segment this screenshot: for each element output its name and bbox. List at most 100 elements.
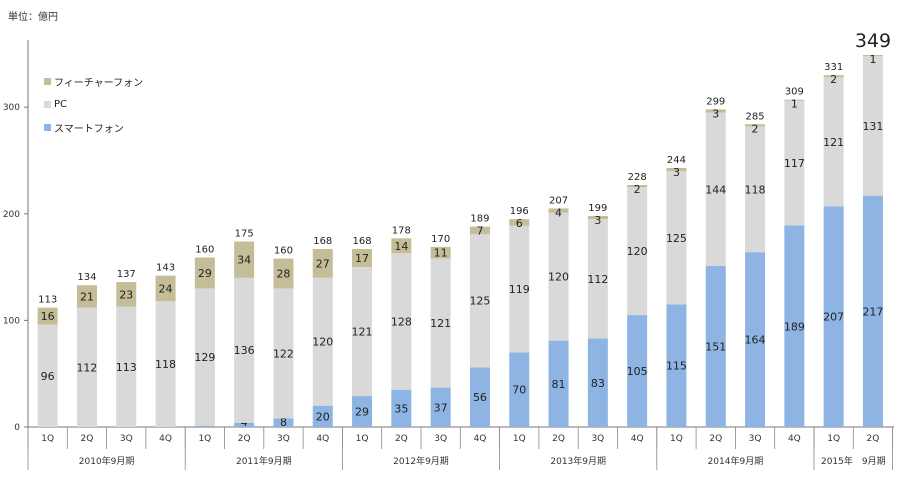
bar-smartphone-11 xyxy=(469,367,490,427)
data-label-feature-phone-3: 24 xyxy=(159,282,173,295)
data-label-smartphone-20: 207 xyxy=(823,311,844,324)
bar-feature-phone-16 xyxy=(666,167,687,172)
data-label-feature-phone-11: 7 xyxy=(476,225,483,238)
data-label-pc-12: 119 xyxy=(509,283,530,296)
bar-feature-phone-2 xyxy=(116,282,137,307)
total-label-1: 134 xyxy=(77,272,96,283)
data-label-smartphone-21: 217 xyxy=(862,305,883,318)
bar-pc-11 xyxy=(469,234,490,368)
x-tick-label-21: 2Q xyxy=(867,434,880,444)
bar-pc-21 xyxy=(862,56,883,196)
bar-pc-1 xyxy=(76,307,97,427)
bar-feature-phone-1 xyxy=(76,285,97,308)
y-tick-label-300: 300 xyxy=(3,103,20,113)
x-tick-label-16: 1Q xyxy=(670,434,683,444)
data-label-pc-6: 122 xyxy=(273,347,294,360)
data-label-pc-15: 120 xyxy=(627,245,648,258)
x-tick-label-15: 4Q xyxy=(631,434,644,444)
bar-feature-phone-21 xyxy=(862,54,883,57)
total-label-8: 168 xyxy=(353,236,372,247)
data-label-smartphone-18: 164 xyxy=(745,334,766,347)
data-label-feature-phone-19: 1 xyxy=(791,98,798,111)
data-label-feature-phone-21: 1 xyxy=(869,53,876,66)
data-label-feature-phone-15: 2 xyxy=(634,183,641,196)
data-label-pc-0: 96 xyxy=(41,370,55,383)
data-label-pc-17: 144 xyxy=(705,183,726,196)
data-label-feature-phone-20: 2 xyxy=(830,73,837,86)
bar-feature-phone-5 xyxy=(234,241,255,278)
x-tick-label-5: 2Q xyxy=(238,434,251,444)
x-tick-label-20: 1Q xyxy=(827,434,840,444)
data-label-smartphone-10: 37 xyxy=(434,401,448,414)
total-label-18: 285 xyxy=(746,111,765,122)
bar-pc-17 xyxy=(705,112,726,267)
legend-label-smartphone: スマートフォン xyxy=(54,124,124,135)
x-tick-label-18: 3Q xyxy=(749,434,762,444)
data-label-smartphone-13: 81 xyxy=(552,378,566,391)
data-label-feature-phone-2: 23 xyxy=(119,288,133,301)
group-label-5: 2015年 9月期 xyxy=(821,455,886,467)
total-label-16: 244 xyxy=(667,155,686,166)
data-label-pc-21: 131 xyxy=(862,120,883,133)
x-tick-label-7: 4Q xyxy=(316,434,329,444)
bar-pc-4 xyxy=(194,288,215,426)
data-label-pc-4: 129 xyxy=(194,351,215,364)
bar-pc-19 xyxy=(784,100,805,226)
data-label-feature-phone-14: 3 xyxy=(594,214,601,227)
bar-pc-6 xyxy=(273,288,294,419)
group-label-1: 2011年9月期 xyxy=(236,455,292,467)
data-label-smartphone-9: 35 xyxy=(394,402,408,415)
data-label-pc-5: 136 xyxy=(234,344,255,357)
total-label-10: 170 xyxy=(431,234,450,245)
bar-smartphone-8 xyxy=(352,396,373,427)
x-tick-label-8: 1Q xyxy=(356,434,369,444)
total-label-2: 137 xyxy=(117,269,136,280)
x-tick-label-12: 1Q xyxy=(513,434,526,444)
total-label-3: 143 xyxy=(156,263,175,274)
bar-smartphone-10 xyxy=(430,387,451,427)
legend-item-feature-phone: フィーチャーフォン xyxy=(44,70,143,93)
data-label-feature-phone-1: 21 xyxy=(80,290,94,303)
bar-feature-phone-8 xyxy=(352,248,373,268)
x-tick-label-11: 4Q xyxy=(474,434,487,444)
legend-swatch-feature-phone xyxy=(44,78,51,85)
bar-pc-15 xyxy=(627,187,648,316)
legend-swatch-pc xyxy=(44,101,51,108)
data-label-feature-phone-16: 3 xyxy=(673,166,680,179)
data-label-pc-7: 120 xyxy=(312,336,333,349)
data-label-pc-2: 113 xyxy=(116,361,137,374)
total-label-15: 228 xyxy=(628,172,647,183)
y-tick-label-0: 0 xyxy=(14,423,20,433)
bar-feature-phone-9 xyxy=(391,238,412,254)
data-label-pc-1: 112 xyxy=(76,361,97,374)
total-label-5: 175 xyxy=(235,229,254,240)
total-label-7: 168 xyxy=(313,236,332,247)
data-label-pc-14: 112 xyxy=(587,273,608,286)
bar-pc-10 xyxy=(430,258,451,388)
group-label-0: 2010年9月期 xyxy=(79,455,135,467)
legend-swatch-smartphone xyxy=(44,124,51,131)
bar-smartphone-12 xyxy=(509,352,530,427)
data-label-smartphone-11: 56 xyxy=(473,391,487,404)
data-label-feature-phone-18: 2 xyxy=(752,122,759,135)
bar-smartphone-17 xyxy=(705,266,726,427)
bar-pc-9 xyxy=(391,253,412,390)
total-label-19: 309 xyxy=(785,87,804,98)
legend-label-pc: PC xyxy=(54,99,68,110)
data-label-feature-phone-9: 14 xyxy=(394,240,408,253)
bar-pc-7 xyxy=(312,277,333,406)
bar-feature-phone-6 xyxy=(273,258,294,289)
group-label-2: 2012年9月期 xyxy=(393,455,449,467)
data-label-pc-19: 117 xyxy=(784,157,805,170)
x-tick-label-9: 2Q xyxy=(395,434,408,444)
data-label-smartphone-15: 105 xyxy=(627,365,648,378)
data-label-pc-9: 128 xyxy=(391,315,412,328)
bar-feature-phone-13 xyxy=(548,208,569,213)
data-label-feature-phone-10: 11 xyxy=(434,247,448,260)
total-label-0: 113 xyxy=(38,295,57,306)
bar-smartphone-21 xyxy=(862,195,883,427)
data-label-feature-phone-12: 6 xyxy=(516,217,523,230)
data-label-smartphone-19: 189 xyxy=(784,320,805,333)
bar-smartphone-19 xyxy=(784,225,805,427)
data-label-feature-phone-7: 27 xyxy=(316,257,330,270)
